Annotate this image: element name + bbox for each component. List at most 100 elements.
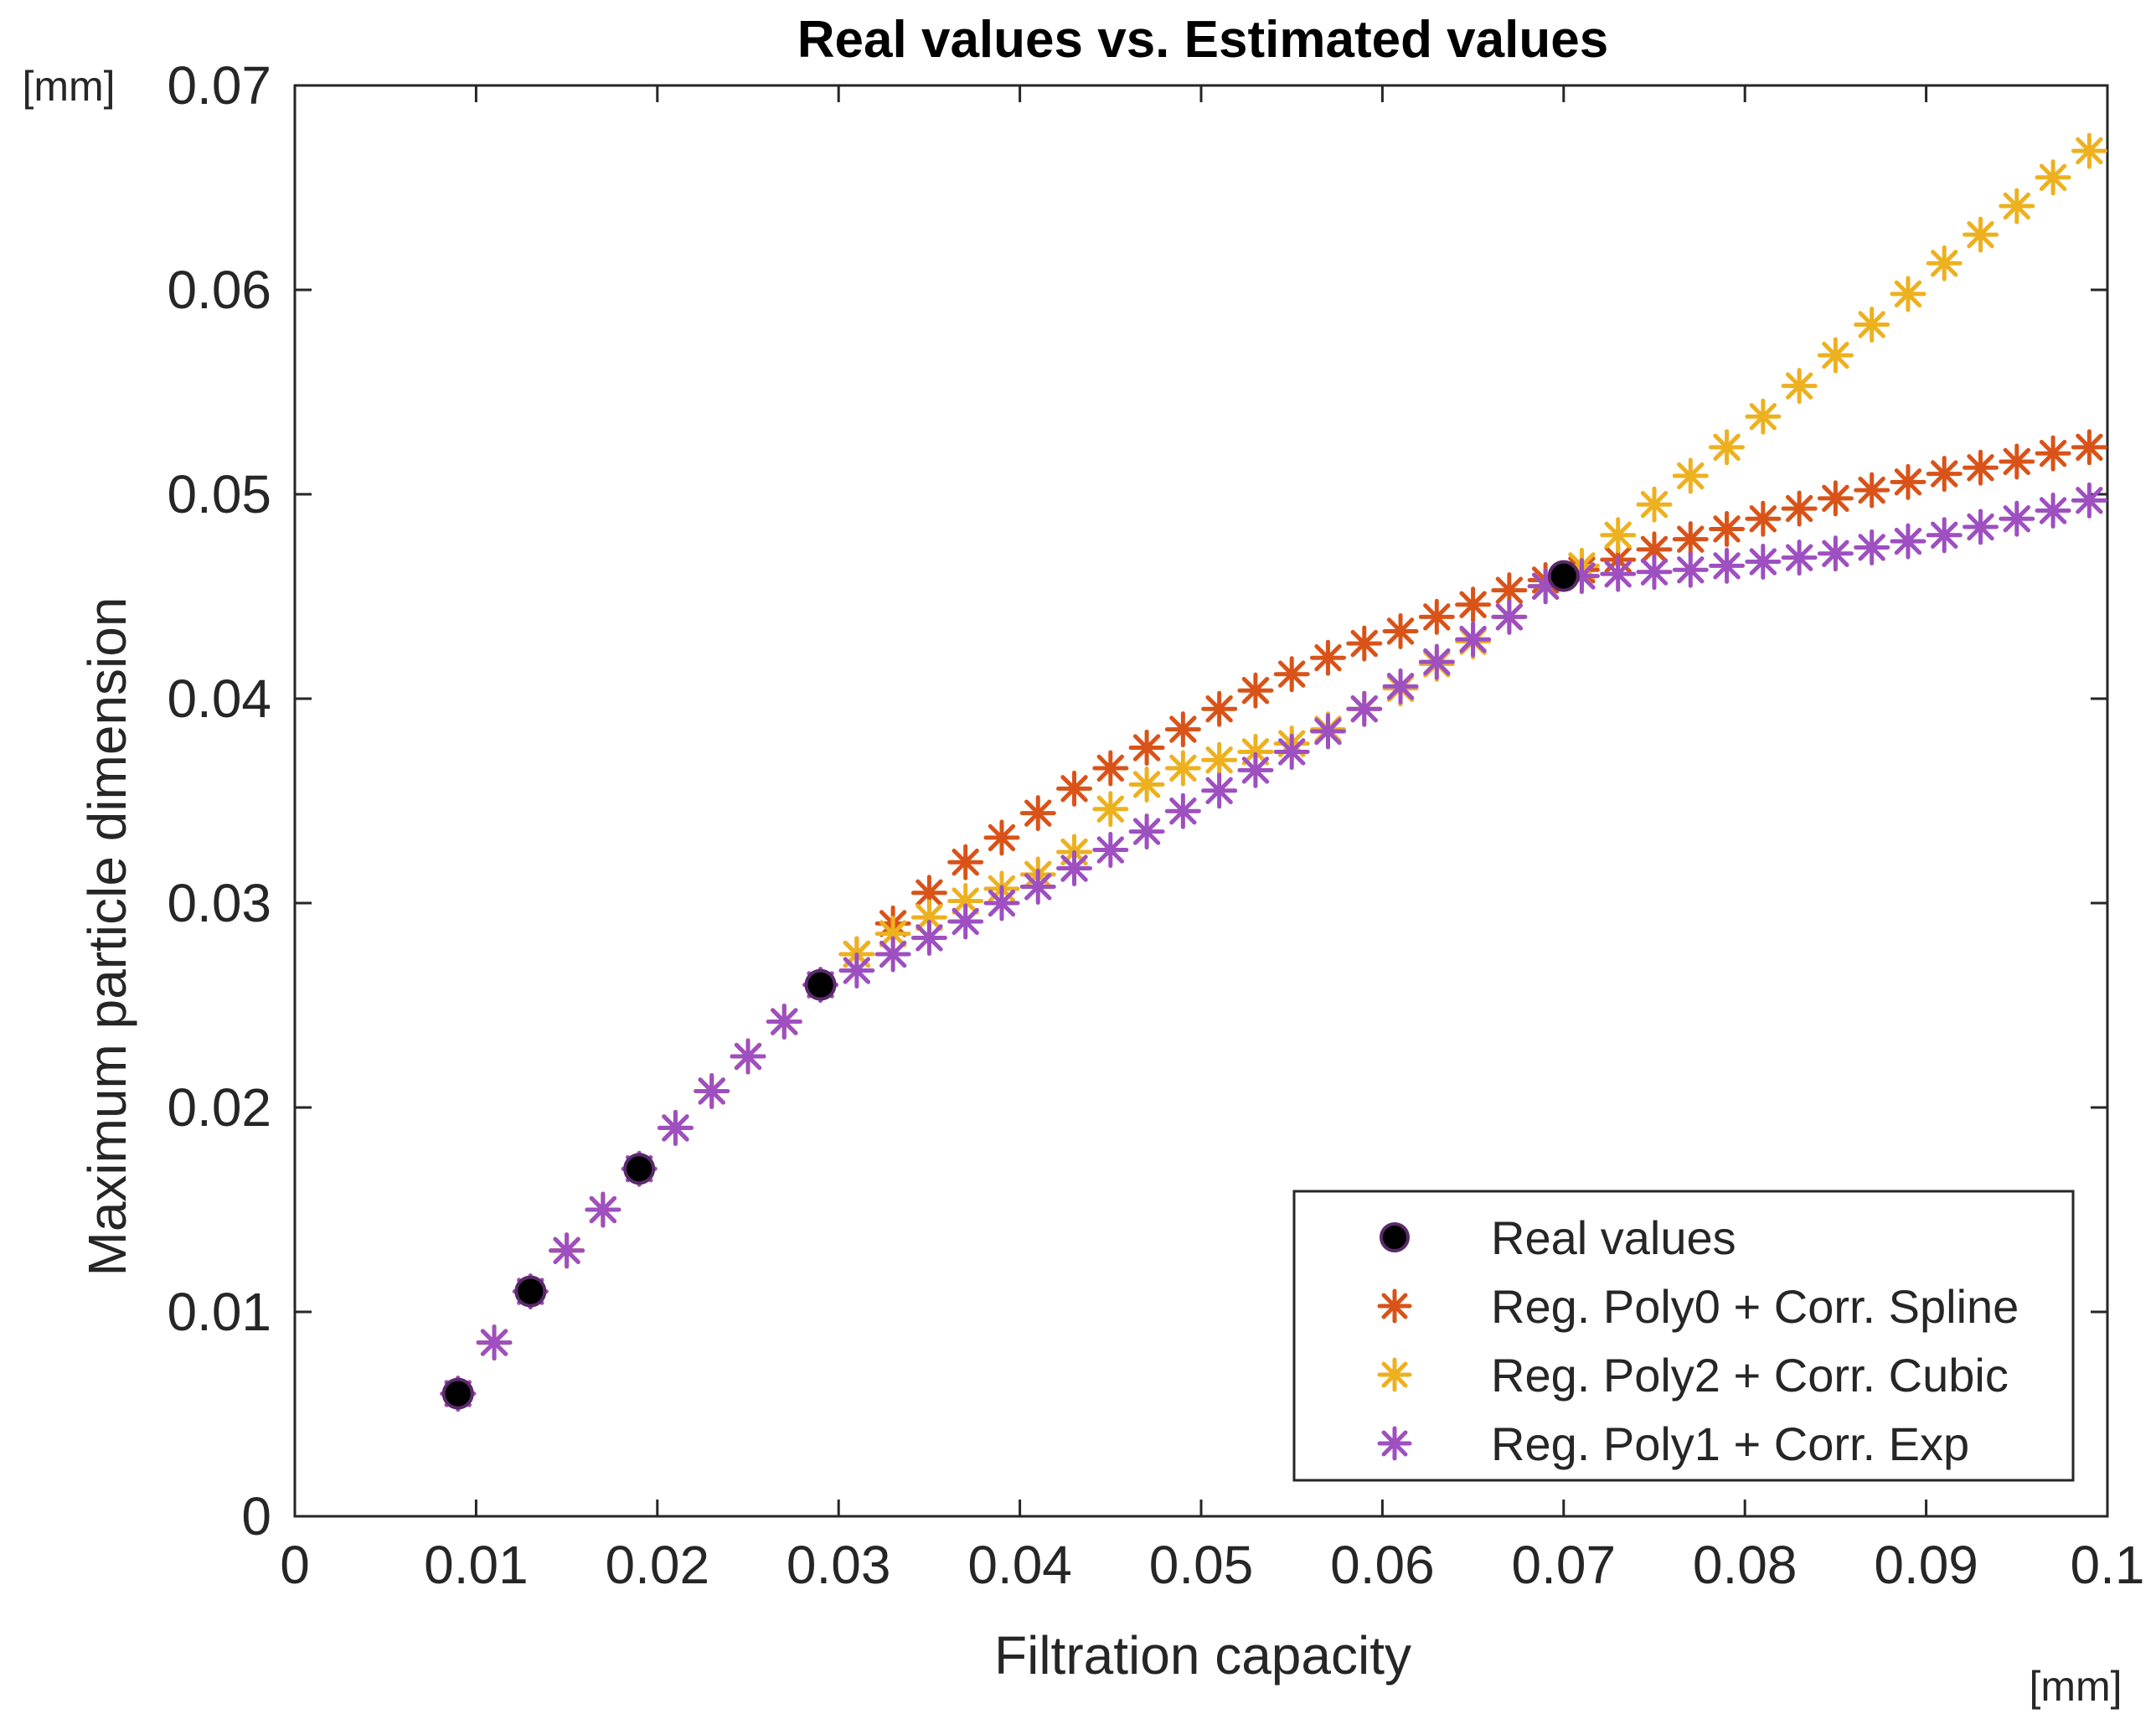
data-point xyxy=(1346,690,1383,727)
data-point-real xyxy=(441,1377,474,1410)
data-point xyxy=(874,936,911,973)
data-point xyxy=(1672,521,1709,558)
data-point xyxy=(1636,531,1673,568)
x-tick-label: 0.07 xyxy=(1512,1535,1617,1595)
data-point xyxy=(2071,482,2107,519)
data-point xyxy=(1056,850,1093,887)
data-point xyxy=(657,1109,694,1146)
data-point xyxy=(476,1324,513,1361)
y-tick-label: 0.06 xyxy=(167,260,271,320)
y-tick-label: 0.03 xyxy=(167,873,271,933)
data-point xyxy=(1890,523,1926,560)
data-point xyxy=(1781,490,1818,527)
data-point xyxy=(1709,547,1746,584)
data-point xyxy=(1817,535,1854,572)
legend-label: Reg. Poly1 + Corr. Exp xyxy=(1491,1417,1969,1470)
data-point xyxy=(1491,572,1528,609)
y-unit-label: [mm] xyxy=(22,63,115,110)
data-point xyxy=(1745,398,1782,435)
y-tick-label: 0.01 xyxy=(167,1282,271,1342)
y-tick-label: 0.04 xyxy=(167,669,271,729)
data-point xyxy=(2035,493,2071,529)
data-point xyxy=(1600,517,1637,554)
data-point xyxy=(1600,555,1637,592)
data-point xyxy=(1636,486,1673,523)
data-point xyxy=(1890,463,1926,500)
data-point xyxy=(1999,188,2035,225)
data-point xyxy=(1237,751,1274,788)
data-point xyxy=(1201,772,1238,809)
data-point xyxy=(1999,500,2035,537)
data-point-real xyxy=(1547,560,1580,592)
data-point xyxy=(947,903,984,940)
series-real-values xyxy=(441,560,1580,1410)
data-point xyxy=(1056,770,1093,807)
x-tick-label: 0.02 xyxy=(606,1535,710,1595)
data-point xyxy=(1455,586,1492,623)
legend-label: Reg. Poly2 + Corr. Cubic xyxy=(1491,1349,2009,1402)
data-point xyxy=(1781,368,1818,405)
data-point xyxy=(1237,672,1274,709)
data-point xyxy=(730,1038,766,1075)
data-point xyxy=(1092,750,1129,787)
data-point xyxy=(1309,713,1346,750)
data-point xyxy=(2071,429,2107,466)
data-point xyxy=(1273,656,1310,693)
data-point xyxy=(983,819,1020,856)
data-point xyxy=(1636,554,1673,591)
data-point xyxy=(1164,750,1201,787)
data-point xyxy=(1164,711,1201,748)
data-point xyxy=(1709,429,1746,466)
x-axis-title: Filtration capacity xyxy=(994,1625,1411,1686)
series-estimate-3 xyxy=(440,482,2107,1412)
data-point xyxy=(1201,741,1238,778)
x-tick-label: 0.03 xyxy=(787,1535,891,1595)
data-point xyxy=(1092,791,1129,828)
data-point xyxy=(1745,500,1782,537)
y-tick-label: 0.02 xyxy=(167,1077,271,1138)
data-point xyxy=(1164,792,1201,829)
legend-box xyxy=(1292,1190,2075,1482)
data-point xyxy=(2035,435,2071,472)
data-point xyxy=(694,1072,730,1109)
data-point xyxy=(1709,510,1746,547)
data-point xyxy=(1672,457,1709,494)
x-tick-label: 0.05 xyxy=(1149,1535,1254,1595)
data-point xyxy=(1382,668,1419,705)
data-point xyxy=(1128,813,1165,850)
data-point xyxy=(1273,733,1310,770)
data-point xyxy=(1092,832,1129,869)
data-point xyxy=(1491,598,1528,635)
data-point xyxy=(910,919,947,956)
data-point xyxy=(1128,730,1165,767)
data-point xyxy=(1019,795,1056,832)
data-point xyxy=(1019,868,1056,905)
x-tick-label: 0.01 xyxy=(424,1535,529,1595)
data-point xyxy=(1309,639,1346,676)
data-point-real xyxy=(514,1275,547,1308)
data-point xyxy=(1926,517,1963,554)
data-point xyxy=(1201,690,1238,727)
data-point xyxy=(1455,621,1492,658)
x-tick-label: 0.1 xyxy=(2071,1535,2145,1595)
x-tick-label: 0.06 xyxy=(1330,1535,1435,1595)
data-point xyxy=(1418,598,1455,635)
legend-label: Real values xyxy=(1491,1211,1736,1264)
x-tick-label: 0.08 xyxy=(1693,1535,1798,1595)
x-tick-label: 0 xyxy=(280,1535,310,1595)
x-unit-label: [mm] xyxy=(2029,1663,2122,1710)
data-point xyxy=(2035,159,2071,196)
y-tick-label: 0.07 xyxy=(167,55,271,116)
data-point xyxy=(1382,612,1419,649)
legend: Real values Reg. Poly0 + Corr. Spline Reg.… xyxy=(1292,1190,2075,1482)
data-point xyxy=(1817,337,1854,374)
data-point xyxy=(1781,539,1818,576)
data-point-real xyxy=(623,1153,656,1185)
x-tick-label: 0.09 xyxy=(1874,1535,1978,1595)
data-point xyxy=(1963,449,1999,486)
plot-area: 0 0.01 0.02 0.03 0.04 0.05 0.06 0.07 0.08 0.09 0.1… xyxy=(167,55,2144,1595)
data-point xyxy=(549,1232,585,1269)
data-point xyxy=(1128,766,1165,803)
legend-marker-real xyxy=(1380,1222,1410,1252)
